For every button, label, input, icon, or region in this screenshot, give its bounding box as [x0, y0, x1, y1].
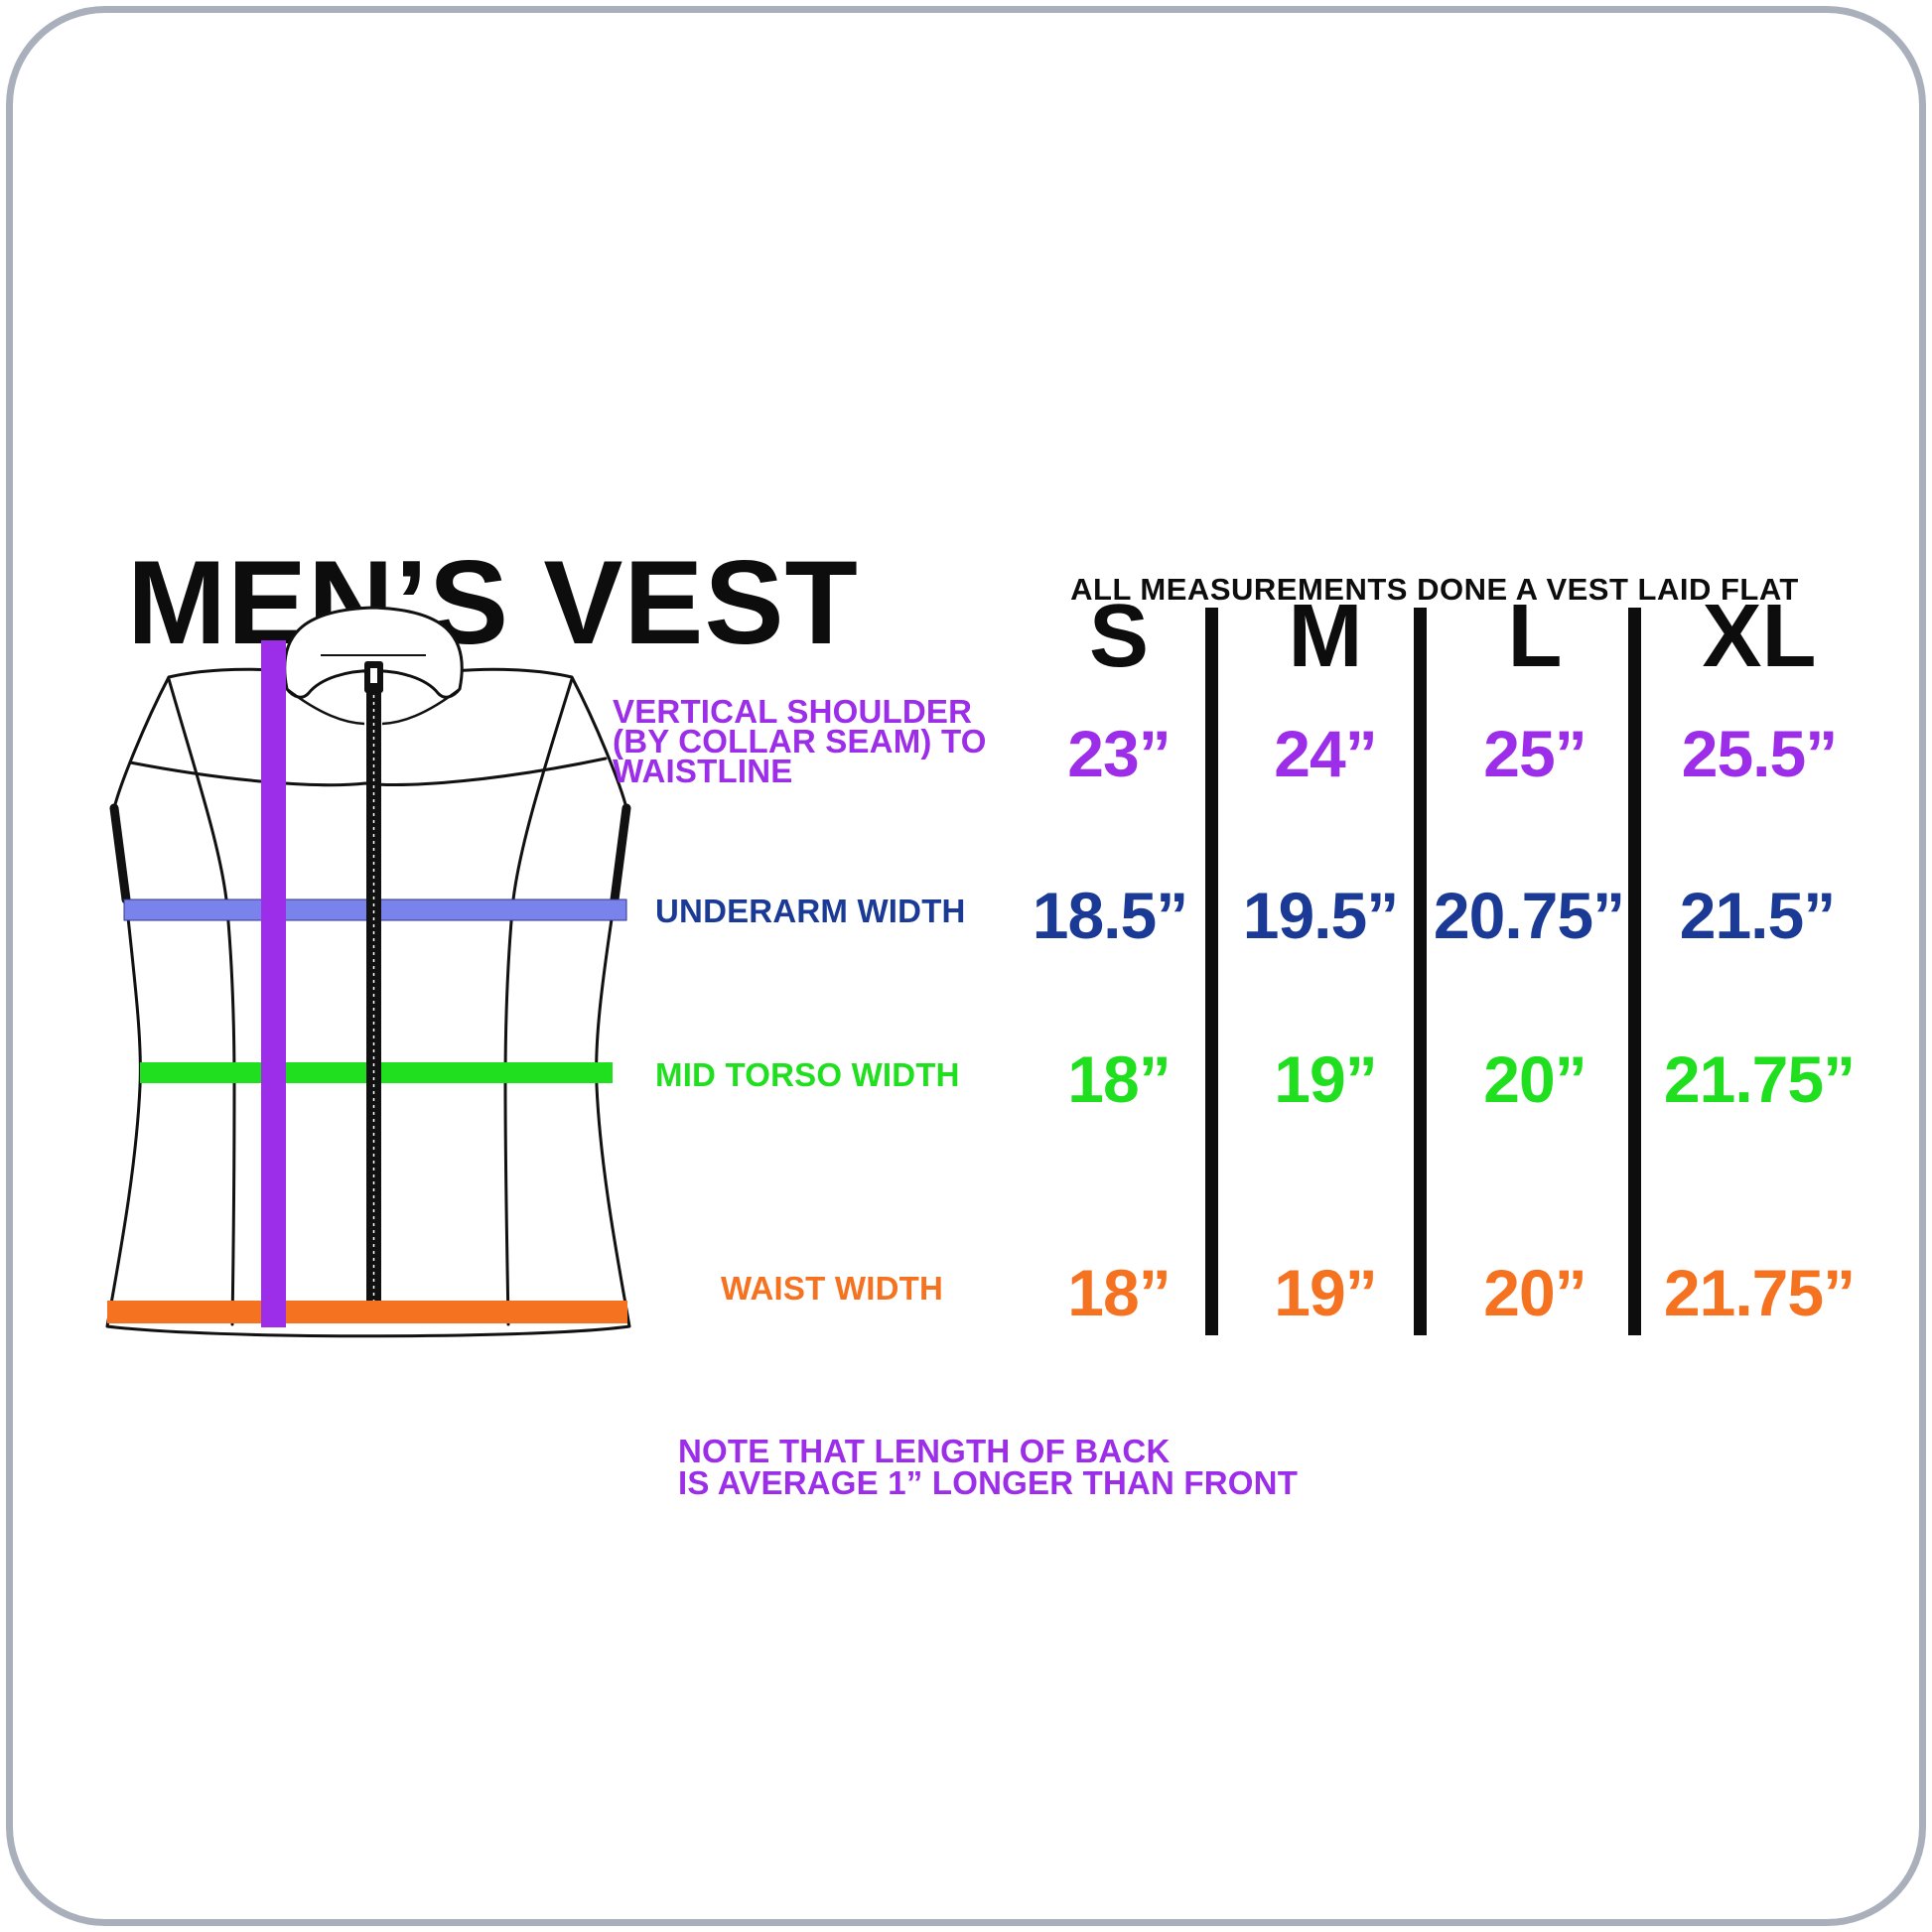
left-princess-seam [167, 677, 236, 1326]
size-header-s: S [1088, 587, 1150, 686]
value-vertical-shoulder-xl: 25.5” [1681, 717, 1838, 790]
vest-diagram [105, 606, 631, 1338]
size-header-l: L [1507, 587, 1563, 686]
value-underarm-l: 20.75” [1433, 879, 1625, 952]
size-header-xl: XL [1702, 587, 1817, 686]
armhole-bold-edges [109, 803, 631, 904]
column-divider [1628, 608, 1641, 1335]
value-vertical-shoulder-l: 25” [1483, 717, 1587, 790]
value-underarm-xl: 21.5” [1679, 879, 1836, 952]
row-label-underarm-width: UNDERARM WIDTH [655, 893, 966, 929]
left-neckline-seam [286, 688, 365, 726]
waist-measure-line [107, 1301, 627, 1323]
value-mid-torso-l: 20” [1483, 1042, 1587, 1116]
length-footnote: NOTE THAT LENGTH OF BACK IS AVERAGE 1” L… [678, 1433, 1299, 1501]
size-header-m: M [1288, 587, 1363, 686]
value-underarm-m: 19.5” [1242, 879, 1399, 952]
value-waist-xl: 21.75” [1663, 1256, 1856, 1329]
value-waist-m: 19” [1274, 1256, 1377, 1329]
value-waist-s: 18” [1067, 1256, 1171, 1329]
right-neckline-seam [381, 688, 461, 726]
measurements-note: ALL MEASUREMENTS DONE A VEST LAID FLAT [1070, 572, 1799, 607]
row-label-mid-torso-width: MID TORSO WIDTH [655, 1056, 960, 1093]
page-title: MEN’S VEST [127, 536, 859, 669]
value-mid-torso-s: 18” [1067, 1042, 1171, 1116]
value-waist-l: 20” [1483, 1256, 1587, 1329]
value-vertical-shoulder-s: 23” [1067, 717, 1171, 790]
zipper [364, 661, 383, 1318]
right-princess-seam [503, 677, 574, 1326]
value-vertical-shoulder-m: 24” [1274, 717, 1377, 790]
value-mid-torso-m: 19” [1274, 1042, 1377, 1116]
vertical-shoulder-measure-line [261, 640, 286, 1327]
value-underarm-s: 18.5” [1032, 879, 1188, 952]
row-label-vertical-shoulder: VERTICAL SHOULDER (BY COLLAR SEAM) TO WA… [613, 693, 987, 789]
value-mid-torso-xl: 21.75” [1663, 1042, 1856, 1116]
row-label-waist-width: WAIST WIDTH [721, 1270, 943, 1307]
column-divider [1414, 608, 1427, 1335]
yoke-seam [128, 757, 608, 787]
column-divider [1205, 608, 1218, 1335]
